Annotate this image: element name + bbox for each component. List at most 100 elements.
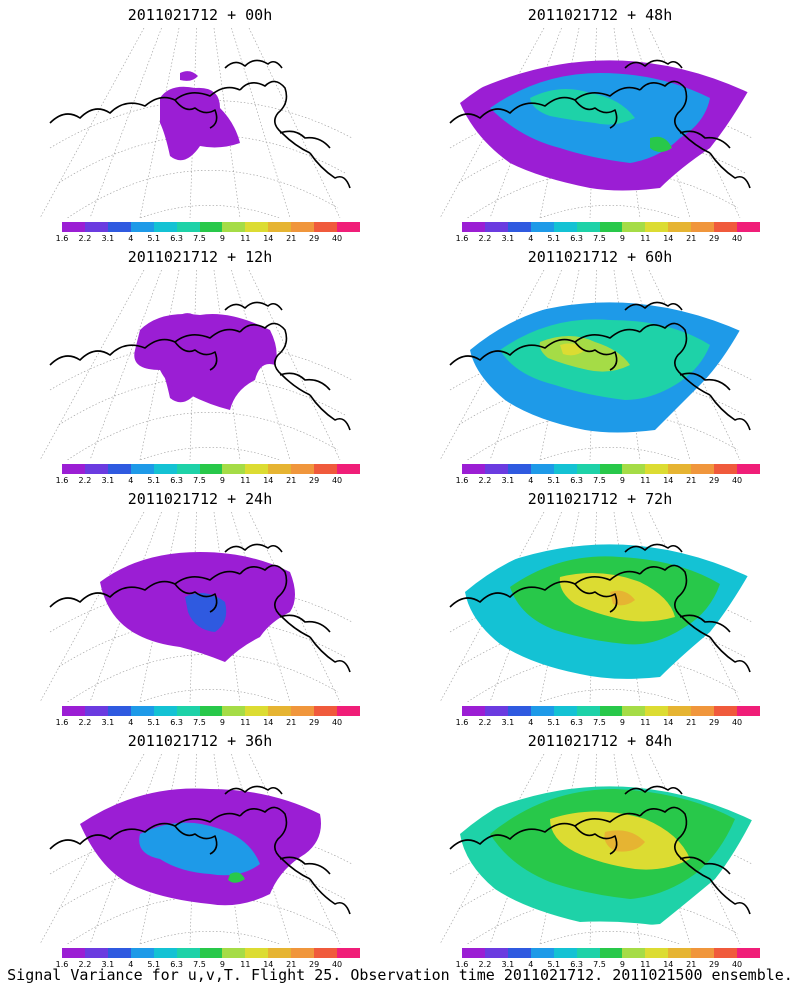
- colorbar-tick-label: 1.6: [55, 476, 69, 485]
- colorbar-swatch: [599, 222, 623, 232]
- colorbar-tick-label: 14: [663, 960, 674, 969]
- colorbar-tick-label: 5.1: [147, 960, 161, 969]
- colorbar-tick-label: 14: [263, 234, 274, 243]
- colorbar-swatch: [337, 464, 360, 474]
- colorbar-swatch: [199, 706, 223, 716]
- colorbar-swatch: [245, 948, 269, 958]
- colorbar-tick-label: 21: [686, 718, 697, 727]
- colorbar-swatch: [337, 706, 360, 716]
- variance-contour: [228, 872, 245, 883]
- colorbar-tick-label: 6.3: [170, 476, 183, 485]
- colorbar-swatch: [153, 706, 177, 716]
- colorbar-swatch: [245, 464, 269, 474]
- colorbar-tick-label: 9: [619, 476, 625, 485]
- colorbar-tick-label: 21: [286, 476, 297, 485]
- colorbar-tick-label: 11: [240, 718, 251, 727]
- colorbar-swatch: [507, 948, 531, 958]
- colorbar-tick-label: 6.3: [170, 718, 183, 727]
- colorbar-swatch: [462, 464, 485, 474]
- map-panel: 2011021712 + 00h 1.6 2.2 3.1 4 5.1 6.3 7.5 9 11 14…: [0, 0, 400, 248]
- colorbar-labels: 1.6 2.2 3.1 4 5.1 6.3 7.5 9 11 14 21 29 40: [56, 234, 360, 244]
- map-plot: [439, 754, 755, 944]
- colorbar-tick-label: 4: [528, 718, 534, 727]
- colorbar-swatch: [507, 222, 531, 232]
- colorbar-swatch: [62, 464, 85, 474]
- colorbar-swatch: [530, 222, 554, 232]
- colorbar-tick-label: 9: [219, 476, 225, 485]
- colorbar-swatch: [462, 948, 485, 958]
- colorbar-swatch: [622, 706, 646, 716]
- colorbar-swatch: [107, 948, 131, 958]
- colorbar-tick-label: 4: [128, 476, 134, 485]
- colorbar-swatch: [222, 464, 246, 474]
- colorbar-swatch: [530, 706, 554, 716]
- colorbar: [462, 222, 760, 232]
- colorbar-swatch: [268, 948, 292, 958]
- coastline: [49, 59, 351, 189]
- colorbar-swatch: [199, 464, 223, 474]
- colorbar-tick-label: 1.6: [55, 718, 69, 727]
- colorbar-tick-label: 21: [686, 960, 697, 969]
- panel-title: 2011021712 + 12h: [127, 248, 273, 266]
- colorbar-tick-label: 29: [309, 960, 320, 969]
- colorbar-tick-label: 40: [331, 234, 343, 243]
- colorbar-tick-label: 11: [640, 476, 651, 485]
- colorbar-tick-label: 1.6: [455, 476, 469, 485]
- colorbar-tick-label: 9: [619, 234, 625, 243]
- colorbar-tick-label: 5.1: [547, 476, 561, 485]
- colorbar-swatch: [507, 706, 531, 716]
- colorbar-tick-label: 3.1: [501, 234, 515, 243]
- coastline: [49, 543, 351, 673]
- colorbar-tick-label: 40: [331, 718, 343, 727]
- colorbar-tick-label: 29: [309, 718, 320, 727]
- colorbar-swatch: [107, 706, 131, 716]
- colorbar-tick-label: 5.1: [147, 476, 161, 485]
- coastline: [449, 785, 751, 915]
- colorbar-tick-label: 29: [709, 234, 720, 243]
- colorbar-swatch: [62, 706, 85, 716]
- colorbar-tick-label: 40: [331, 476, 343, 485]
- colorbar-tick-label: 14: [263, 960, 274, 969]
- colorbar-swatch: [199, 948, 223, 958]
- colorbar-tick-label: 9: [219, 234, 225, 243]
- panel-title: 2011021712 + 60h: [527, 248, 673, 266]
- colorbar-swatch: [84, 948, 108, 958]
- colorbar: [62, 464, 360, 474]
- colorbar-swatch: [576, 222, 600, 232]
- colorbar-swatch: [245, 706, 269, 716]
- map-plot: [439, 512, 753, 702]
- colorbar-swatch: [484, 222, 508, 232]
- colorbar-tick-label: 40: [731, 476, 743, 485]
- colorbar-tick-label: 7.5: [193, 960, 206, 969]
- map-panel: 2011021712 + 12h 1.6 2.2 3.1 4 5.1 6.3 7.5 9 11 14…: [0, 242, 400, 490]
- map-plot: [39, 512, 353, 702]
- colorbar-swatch: [530, 948, 554, 958]
- colorbar-tick-label: 11: [240, 234, 251, 243]
- variance-field: [460, 786, 755, 927]
- map-panel: 2011021712 + 60h 1.6 2.2 3.1 4 5.1 6.3 7.5 9 11 14…: [400, 242, 800, 490]
- colorbar-tick-label: 21: [686, 476, 697, 485]
- variance-contour: [180, 71, 198, 81]
- colorbar-swatch: [553, 222, 577, 232]
- variance-field: [80, 788, 321, 906]
- colorbar-swatch: [484, 706, 508, 716]
- panel-title: 2011021712 + 48h: [527, 6, 673, 24]
- colorbar-swatch: [62, 948, 85, 958]
- colorbar: [462, 706, 760, 716]
- colorbar-tick-label: 6.3: [170, 234, 183, 243]
- colorbar-tick-label: 4: [528, 476, 534, 485]
- colorbar-tick-label: 7.5: [193, 476, 206, 485]
- colorbar-swatch: [222, 222, 246, 232]
- colorbar-tick-label: 14: [663, 234, 674, 243]
- colorbar-tick-label: 7.5: [593, 960, 606, 969]
- colorbar-swatch: [737, 222, 760, 232]
- map-panel: 2011021712 + 84h 1.6 2.2 3.1 4 5.1 6.3 7.5 9 11 14…: [400, 726, 800, 974]
- colorbar-swatch: [130, 222, 154, 232]
- colorbar-swatch: [599, 464, 623, 474]
- colorbar-tick-label: 2.2: [478, 960, 492, 969]
- colorbar-swatch: [622, 222, 646, 232]
- colorbar-tick-label: 40: [731, 718, 743, 727]
- colorbar-swatch: [62, 222, 85, 232]
- colorbar-swatch: [84, 464, 108, 474]
- colorbar: [62, 222, 360, 232]
